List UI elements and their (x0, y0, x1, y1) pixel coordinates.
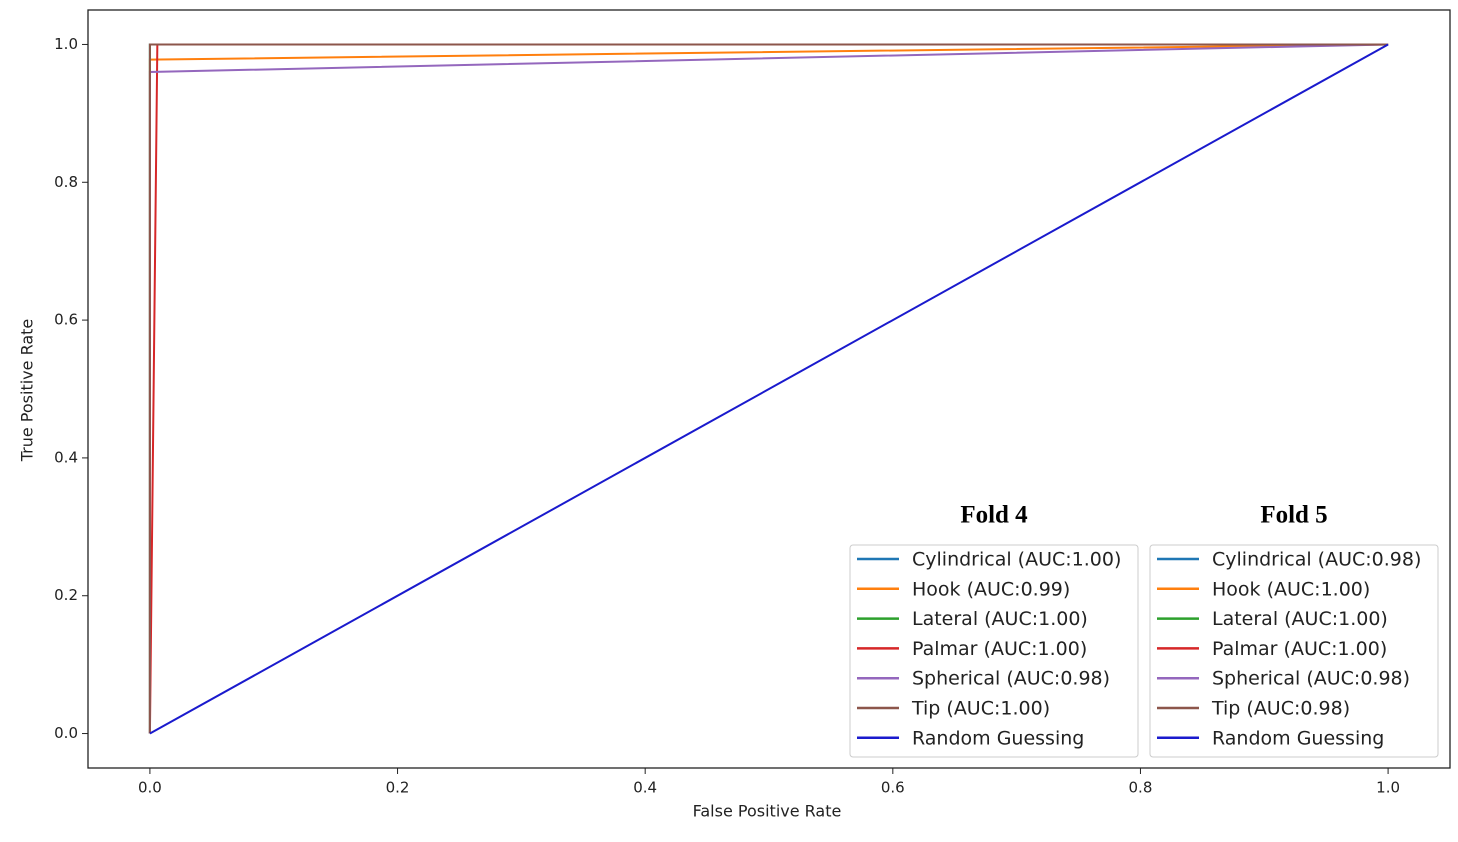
legend-label: Spherical (AUC:0.98) (1212, 668, 1410, 690)
x-axis-label: False Positive Rate (693, 802, 842, 821)
legend-box (1149, 544, 1439, 758)
y-tick-label: 0.0 (54, 724, 78, 742)
plot-frame (87, 9, 1451, 769)
legend-label: Spherical (AUC:0.98) (912, 668, 1110, 690)
legend-title: Fold 5 (1260, 502, 1327, 529)
y-tick-label: 1.0 (54, 35, 78, 53)
legend-label: Hook (AUC:0.99) (912, 578, 1070, 600)
y-tick-label: 0.8 (54, 173, 78, 191)
x-tick-label: 0.0 (138, 779, 162, 797)
legend-label: Hook (AUC:1.00) (1212, 578, 1370, 600)
legend-label: Palmar (AUC:1.00) (912, 638, 1087, 660)
legend-label: Tip (AUC:1.00) (911, 698, 1050, 720)
y-tick-label: 0.4 (54, 448, 78, 466)
legend-label: Lateral (AUC:1.00) (1212, 608, 1388, 630)
y-tick-label: 0.2 (54, 586, 78, 604)
legend-label: Tip (AUC:0.98) (1211, 698, 1350, 720)
roc-line (148, 43, 1389, 734)
x-tick-label: 0.8 (1129, 779, 1153, 797)
x-tick-label: 1.0 (1376, 779, 1400, 797)
legend-label: Random Guessing (912, 727, 1084, 749)
roc-line (149, 43, 1389, 735)
legend-label: Palmar (AUC:1.00) (1212, 638, 1387, 660)
x-tick-label: 0.6 (881, 779, 905, 797)
y-axis-label: True Positive Rate (18, 319, 37, 463)
x-tick-label: 0.4 (633, 779, 657, 797)
y-tick-label: 0.6 (54, 311, 78, 329)
legend-box (849, 544, 1139, 758)
x-tick-label: 0.2 (386, 779, 410, 797)
legend-label: Cylindrical (AUC:1.00) (912, 549, 1121, 571)
legend-label: Lateral (AUC:1.00) (912, 608, 1088, 630)
legend-label: Cylindrical (AUC:0.98) (1212, 549, 1421, 571)
legend-label: Random Guessing (1212, 727, 1384, 749)
legend-title: Fold 4 (960, 502, 1028, 529)
